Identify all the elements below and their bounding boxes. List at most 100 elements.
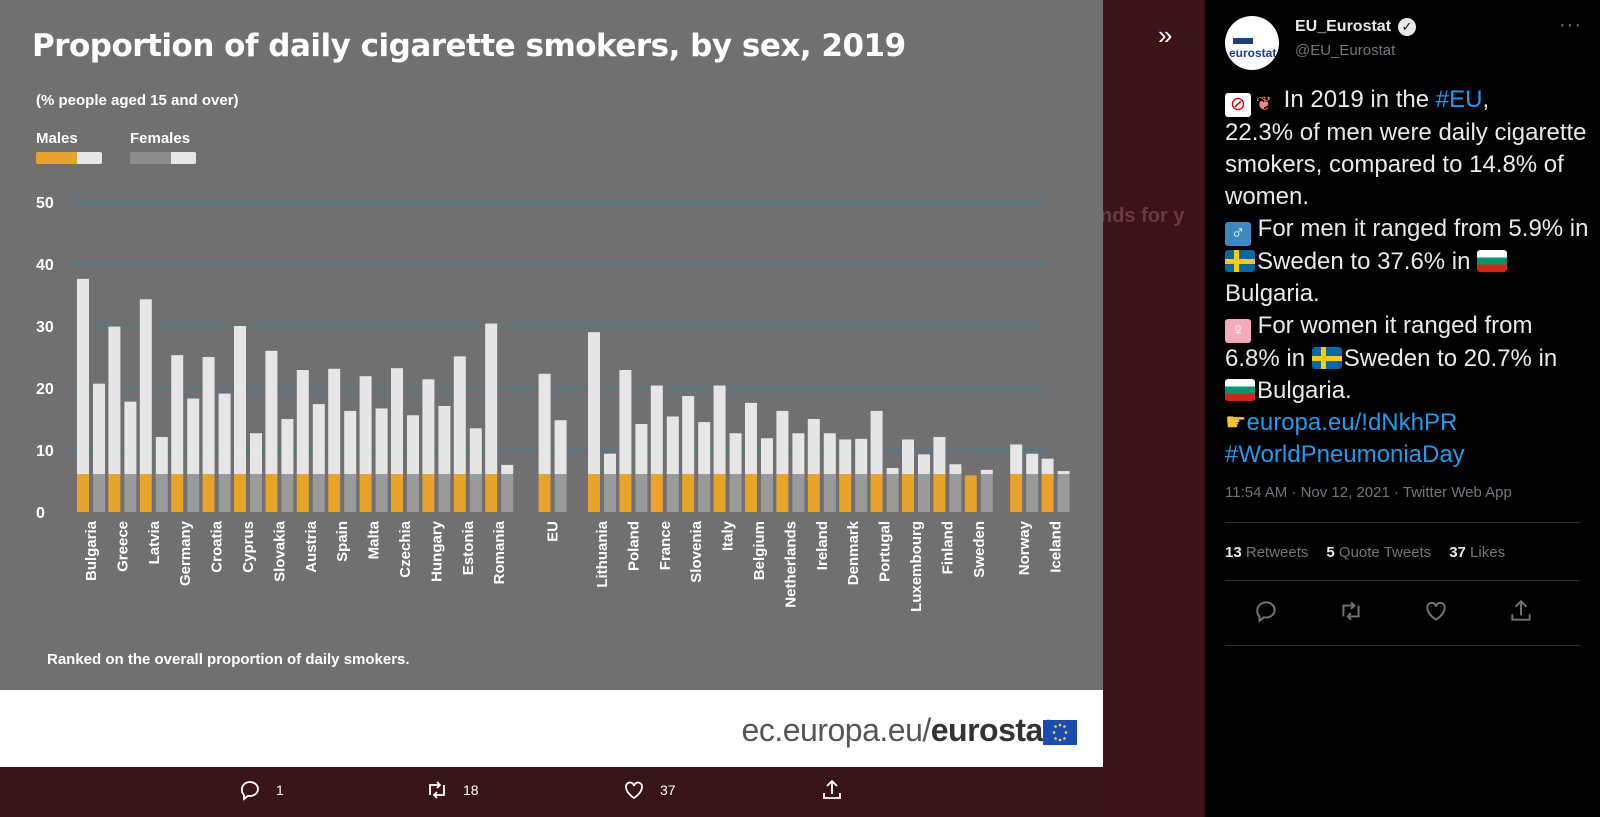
female-bar-filter [124,474,137,512]
female-bar-filter [761,474,773,512]
share-action[interactable] [820,778,844,802]
pointing-hand-icon: ☛ [1225,409,1247,436]
male-bar-paper [650,385,663,474]
female-bar-filter [281,474,294,512]
female-bar-filter [1057,474,1070,512]
male-bar-filter [588,474,600,512]
male-bar-filter [485,474,498,512]
male-bar-paper [902,439,914,474]
female-bar-filter [604,474,616,512]
male-bar-filter [776,474,789,512]
retweet-icon[interactable] [1338,598,1364,624]
background-text: nds for y [1100,205,1185,227]
female-bar-filter [886,474,899,512]
avatar[interactable]: eurostat [1225,16,1279,70]
share-icon [823,779,841,799]
tweet-text-segment: Sweden to 37.6% in [1257,248,1478,275]
female-bar-filter [949,474,962,512]
male-bar-filter [839,474,852,512]
male-bar-paper [108,326,121,474]
male-bar-filter [650,474,663,512]
expand-icon[interactable]: » [1158,20,1173,50]
male-bar-paper [202,357,215,474]
female-bar-filter [218,474,231,512]
x-tick-label: Italy [720,520,737,551]
female-bar-paper [124,401,137,474]
female-bar-paper [218,393,231,474]
retweets-stat[interactable]: 13 Retweets [1225,544,1308,561]
tweet-text-segment: In 2019 in the [1283,86,1436,113]
reply-action[interactable]: 1 [238,778,284,802]
legend-males-swatch [36,152,102,164]
male-bar-paper [682,396,695,474]
chart-panel [0,0,1103,690]
x-tick-label: Netherlands [782,521,799,608]
chart-footer [0,690,1103,767]
x-tick-label: Slovakia [271,520,288,582]
tweet-panel: eurostat EU_Eurostat ✓ @EU_Eurostat ··· … [1205,0,1600,817]
male-bar-paper [296,370,309,474]
female-bar-filter [823,474,836,512]
reply-icon [241,781,259,801]
female-bar-filter [469,474,482,512]
female-bar-paper [281,419,294,474]
retweet-count: 18 [463,782,479,798]
likes-stat[interactable]: 37 Likes [1449,544,1505,561]
no-smoking-icon: ⊘ [1225,93,1251,117]
male-bar-paper [538,373,551,474]
male-bar-paper [171,355,184,474]
female-bar-paper [761,438,773,474]
female-bar-filter [635,474,648,512]
female-bar-filter [155,474,168,512]
x-tick-label: Poland [625,521,642,571]
male-bar-filter [422,474,435,512]
female-bar-paper [187,398,200,474]
female-bar-paper [698,422,711,474]
female-bar-paper [407,415,419,474]
male-bar-paper [839,439,852,474]
male-bar-filter [682,474,695,512]
reply-icon[interactable] [1253,598,1279,624]
female-bar-filter [855,474,868,512]
display-name[interactable]: EU_Eurostat [1295,18,1392,35]
x-tick-label: Austria [303,520,320,572]
x-tick-label: Portugal [877,521,894,582]
more-options-icon[interactable]: ··· [1559,14,1582,36]
quotes-stat[interactable]: 5 Quote Tweets [1326,544,1431,561]
share-icon[interactable] [1508,598,1534,624]
female-bar-paper [980,469,993,474]
female-bar-filter [554,474,567,512]
quotes-count: 5 [1326,544,1335,561]
retweet-action[interactable]: 18 [425,778,479,802]
handle[interactable]: @EU_Eurostat [1295,42,1396,59]
female-bar-paper [792,433,805,474]
chart-subtitle: (% people aged 15 and over) [36,92,239,109]
tweet-timestamp[interactable]: 11:54 AM · Nov 12, 2021 · Twitter Web Ap… [1225,484,1512,501]
male-bar-filter [807,474,820,512]
female-bar-filter [729,474,742,512]
tweet-text-segment: For women it ranged from 6.8% in [1225,312,1533,372]
divider [1225,645,1580,646]
y-tick-label: 50 [36,195,54,212]
likes-label: Likes [1470,544,1506,561]
heart-icon[interactable] [1423,598,1449,624]
like-action[interactable]: 37 [622,778,676,802]
tweet-link[interactable]: europa.eu/!dNkhPR [1246,409,1458,436]
hashtag-eu[interactable]: #EU [1435,86,1483,113]
x-tick-label: Belgium [751,521,768,580]
hashtag-pneumonia[interactable]: #WorldPneumoniaDay [1225,441,1465,468]
male-bar-filter [202,474,215,512]
x-tick-label: Iceland [1048,521,1065,573]
male-bar-paper [745,402,757,474]
avatar-logo-text: eurostat [1229,46,1277,60]
male-bar-paper [485,323,498,474]
male-bar-paper [77,278,89,474]
male-bar-paper [588,332,600,474]
female-bar-filter [1026,474,1039,512]
male-bar-filter [902,474,914,512]
male-bar-paper [391,368,403,474]
male-bar-filter [933,474,946,512]
x-tick-label: Lithuania [594,520,611,587]
x-tick-label: Malta [366,520,383,559]
x-tick-label: EU [545,521,562,542]
